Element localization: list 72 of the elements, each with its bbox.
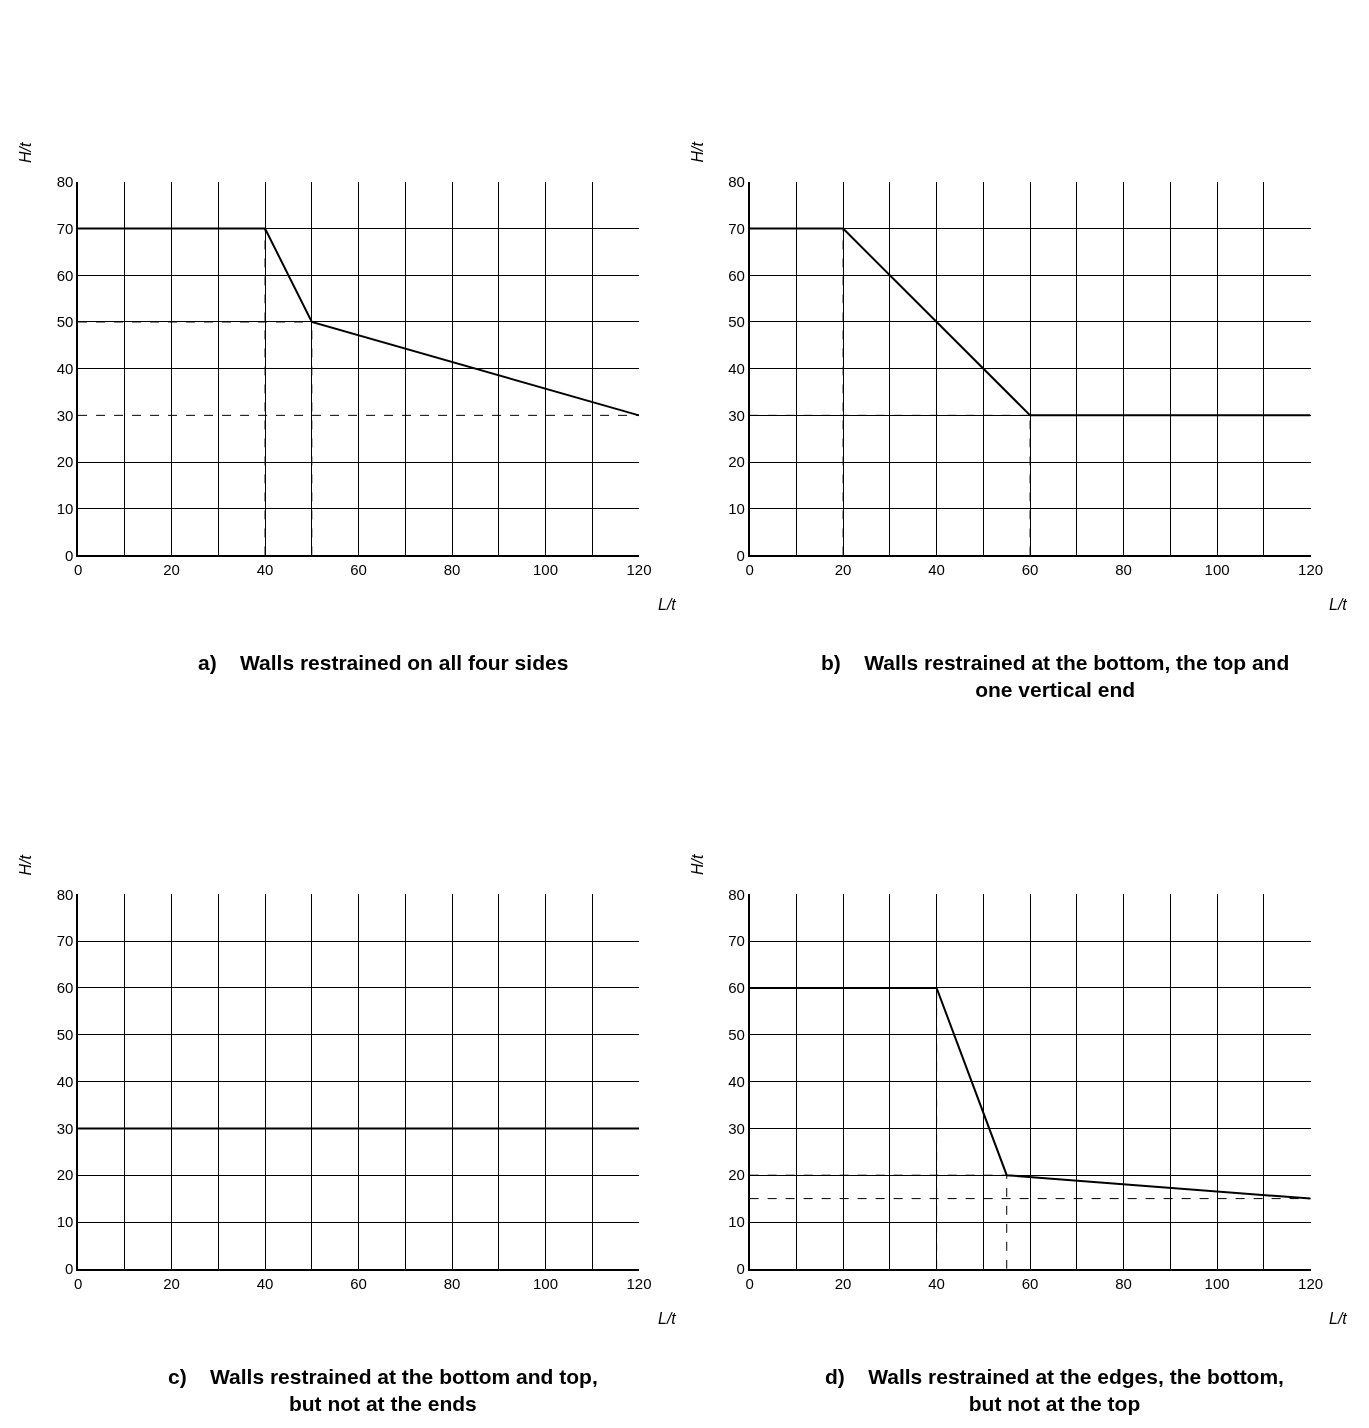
text: b) Walls restrained at the bottom, the top and one vertical end xyxy=(821,651,1290,702)
y-tick-label: 30 xyxy=(728,1119,745,1137)
y-tick-label: 40 xyxy=(56,359,74,377)
y-tick-label: 60 xyxy=(728,979,745,997)
x-tick-label: 40 xyxy=(928,561,945,579)
y-tick-label: 50 xyxy=(56,313,74,331)
y-tick-label: 10 xyxy=(728,499,745,517)
y-tick-label: 80 xyxy=(56,173,74,191)
x-tick-label: 60 xyxy=(1021,561,1039,579)
y-tick-label: 30 xyxy=(56,1119,74,1137)
y-axis-title: H/t xyxy=(688,853,706,875)
text: c) Walls restrained at the bottom and top, but not at the ends xyxy=(168,1365,598,1416)
x-tick-label: 20 xyxy=(163,561,180,579)
y-tick-label: 50 xyxy=(728,1026,745,1044)
y-axis-title: H/t xyxy=(689,141,707,163)
x-tick-label: 40 xyxy=(256,561,274,579)
x-tick-label: 40 xyxy=(928,1274,945,1292)
x-tick-label: 120 xyxy=(626,1274,652,1292)
y-tick-label: 50 xyxy=(56,1026,74,1044)
y-tick-label: 40 xyxy=(728,1072,745,1090)
y-tick-label: 0 xyxy=(64,546,74,564)
y-tick-label: 60 xyxy=(56,979,74,997)
y-tick-label: 80 xyxy=(728,173,745,191)
x-tick-label: 80 xyxy=(443,1274,461,1292)
x-tick-label: 80 xyxy=(443,561,461,579)
y-tick-label: 0 xyxy=(736,1260,745,1278)
x-tick-label: 80 xyxy=(1115,561,1132,579)
y-tick-label: 50 xyxy=(728,313,745,331)
y-axis-title: H/t xyxy=(17,854,35,876)
y-tick-label: 10 xyxy=(728,1213,745,1231)
text: d) Walls restrained at the edges, the bottom, but not at the top xyxy=(825,1365,1284,1416)
text: a) Walls restrained on all four sides xyxy=(198,651,569,674)
x-tick-label: 120 xyxy=(626,561,652,579)
x-tick-label: 100 xyxy=(533,561,559,579)
x-tick-label: 120 xyxy=(1298,1274,1324,1292)
x-tick-label: 40 xyxy=(256,1274,274,1292)
x-axis-title: L/t xyxy=(1329,1310,1348,1327)
y-tick-label: 70 xyxy=(728,219,745,237)
x-tick-label: 20 xyxy=(834,1274,852,1292)
y-tick-label: 40 xyxy=(728,359,745,377)
x-tick-label: 20 xyxy=(834,561,852,579)
y-tick-label: 30 xyxy=(728,406,745,424)
y-tick-label: 10 xyxy=(56,1213,74,1231)
y-tick-label: 60 xyxy=(56,266,74,284)
y-tick-label: 20 xyxy=(728,1166,745,1184)
x-tick-label: 100 xyxy=(1204,561,1230,579)
x-tick-label: 120 xyxy=(1298,561,1324,579)
y-tick-label: 80 xyxy=(728,885,745,903)
x-axis-title: L/t xyxy=(658,1310,677,1327)
y-tick-label: 30 xyxy=(56,406,74,424)
y-tick-label: 20 xyxy=(56,453,74,471)
y-tick-label: 70 xyxy=(56,219,74,237)
x-tick-label: 60 xyxy=(350,561,367,579)
y-tick-label: 70 xyxy=(56,932,74,950)
y-tick-label: 80 xyxy=(56,885,74,903)
y-tick-label: 20 xyxy=(728,453,745,471)
y-tick-label: 60 xyxy=(728,266,745,284)
x-tick-label: 20 xyxy=(163,1274,180,1292)
x-axis-title: L/t xyxy=(1329,596,1348,613)
y-tick-label: 70 xyxy=(728,932,745,950)
y-tick-label: 0 xyxy=(736,546,745,564)
y-tick-label: 0 xyxy=(64,1260,74,1278)
y-axis-title: H/t xyxy=(17,142,35,163)
x-tick-label: 100 xyxy=(1204,1274,1230,1292)
x-axis-title: L/t xyxy=(658,596,677,613)
y-tick-label: 20 xyxy=(56,1166,74,1184)
x-tick-label: 60 xyxy=(350,1274,367,1292)
x-tick-label: 80 xyxy=(1115,1274,1132,1292)
y-tick-label: 40 xyxy=(56,1072,74,1090)
x-tick-label: 100 xyxy=(533,1274,559,1292)
y-tick-label: 10 xyxy=(56,499,74,517)
x-tick-label: 60 xyxy=(1021,1274,1039,1292)
